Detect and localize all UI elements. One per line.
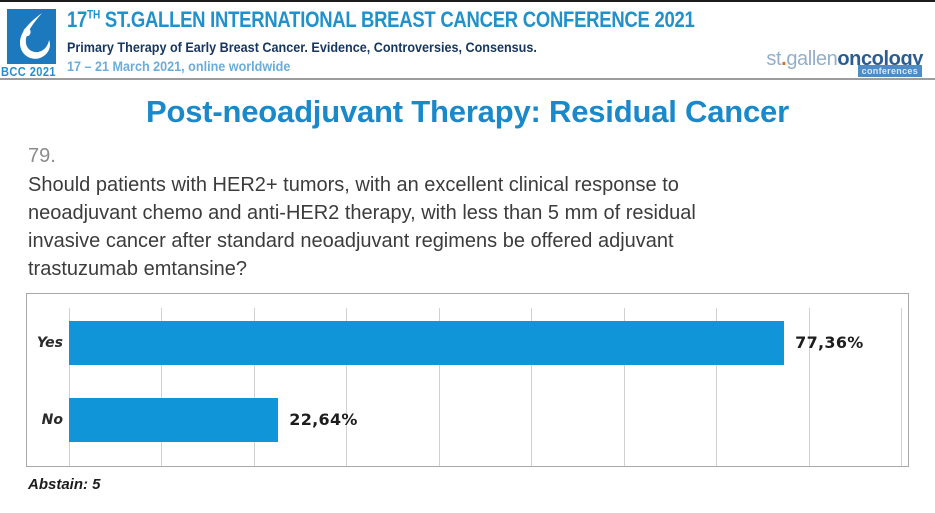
abstain-count: Abstain: 5 xyxy=(28,476,101,493)
gridline xyxy=(253,308,255,466)
stgallen-oncology-logo: st.gallenoncology xyxy=(766,48,923,70)
poll-results-chart: Yes 77,36% No 22,64% xyxy=(26,293,909,467)
poll-bar xyxy=(69,398,279,442)
category-label: No xyxy=(41,412,63,428)
question-number: 79. xyxy=(28,145,56,167)
gridline xyxy=(161,308,163,466)
conference-header: BCC 2021 17TH ST.GALLEN INTERNATIONAL BR… xyxy=(0,2,935,80)
brand-dot: . xyxy=(781,48,787,70)
question-line: Should patients with HER2+ tumors, with … xyxy=(28,174,679,196)
conference-title: 17TH ST.GALLEN INTERNATIONAL BREAST CANC… xyxy=(67,7,695,32)
slide-title: Post-neoadjuvant Therapy: Residual Cance… xyxy=(146,94,789,129)
question-block: 79. Should patients with HER2+ tumors, w… xyxy=(28,145,935,283)
gridline xyxy=(531,308,533,466)
question-line: trastuzumab emtansine? xyxy=(28,258,248,280)
gridline xyxy=(716,308,718,466)
bar-value-label: 77,36% xyxy=(795,333,864,352)
category-label: Yes xyxy=(36,335,63,351)
ordinal-suffix: TH xyxy=(87,7,100,22)
conference-dates: 17 – 21 March 2021, online worldwide xyxy=(67,58,291,74)
gridline xyxy=(901,308,902,466)
bar-value-label: 22,64% xyxy=(289,410,358,429)
brand-conferences-tag: conferences xyxy=(857,65,922,77)
gridline xyxy=(438,308,440,466)
question-line: neoadjuvant chemo and anti-HER2 therapy,… xyxy=(28,202,696,224)
gridline xyxy=(808,308,810,466)
top-border-strip xyxy=(0,0,935,2)
question-line: invasive cancer after standard neoadjuva… xyxy=(28,230,674,252)
gridline xyxy=(69,308,70,466)
gridline xyxy=(346,308,348,466)
poll-bar xyxy=(69,321,785,365)
gridline xyxy=(623,308,625,466)
bcc-logo-caption: BCC 2021 xyxy=(1,64,56,79)
bcc-logo-icon xyxy=(7,9,56,64)
conference-subtitle: Primary Therapy of Early Breast Cancer. … xyxy=(67,39,537,55)
